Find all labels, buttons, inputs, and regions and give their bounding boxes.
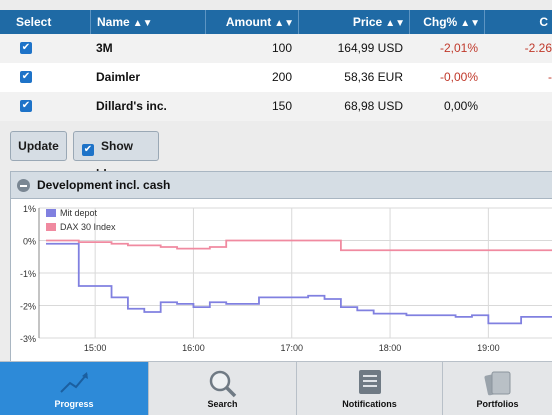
row-price: 58,36 EUR xyxy=(344,70,403,84)
update-button-label: Update xyxy=(18,139,59,153)
tab-search[interactable]: Search xyxy=(148,362,296,415)
series-line xyxy=(46,239,552,252)
chart-svg: 1% 0% -1% -2% -3% 15:00 16:00 17:00 18:00 19:00 Mi… xyxy=(20,204,552,353)
legend-swatch xyxy=(46,209,56,217)
table-row[interactable]: ✔ Daimler 200 58,36 EUR -0,00% - xyxy=(0,63,552,92)
table-header: Select Name ▲▼ Amount ▲▼ Price ▲▼ Chg% ▲▼ C xyxy=(0,10,552,34)
row-amount: 200 xyxy=(271,70,292,84)
row-chg: -2,01% xyxy=(439,41,478,55)
series-line xyxy=(46,242,552,325)
show-sold-toggle[interactable]: ✔Show sold xyxy=(73,131,159,181)
row-amount: 100 xyxy=(271,41,292,55)
column-amount-label: Amount xyxy=(225,15,272,29)
row-price: 68,98 USD xyxy=(344,99,403,113)
development-chart: 1% 0% -1% -2% -3% 15:00 16:00 17:00 18:00 19:00 Mi… xyxy=(10,199,552,361)
row-name: Daimler xyxy=(96,70,141,84)
tab-notifications-label: Notifications xyxy=(342,399,397,409)
x-tick-label: 16:00 xyxy=(182,343,205,353)
row-checkbox[interactable]: ✔ xyxy=(20,42,32,54)
column-select-label: Select xyxy=(16,15,52,29)
column-amount[interactable]: Amount ▲▼ xyxy=(205,10,298,34)
column-chg-label: Chg% xyxy=(423,15,458,29)
legend-label: Mit depot xyxy=(60,208,98,218)
tab-notifications[interactable]: Notifications xyxy=(296,362,442,415)
checkbox-icon[interactable]: ✔ xyxy=(82,144,94,156)
row-name: 3M xyxy=(96,41,113,55)
column-price-label: Price xyxy=(352,15,383,29)
y-tick-label: -2% xyxy=(20,302,36,312)
sort-icon: ▲▼ xyxy=(385,18,405,29)
update-button[interactable]: Update xyxy=(10,131,67,161)
x-tick-label: 19:00 xyxy=(477,343,500,353)
row-amount: 150 xyxy=(271,99,292,113)
column-extra[interactable]: C xyxy=(484,10,552,34)
tab-portfolios-label: Portfolios xyxy=(476,399,519,409)
sort-icon: ▲▼ xyxy=(274,18,294,29)
row-chg: -0,00% xyxy=(439,70,478,84)
column-name-label: Name xyxy=(97,15,130,29)
panel-header[interactable]: Development incl. cash xyxy=(10,171,552,199)
x-tick-label: 15:00 xyxy=(84,343,107,353)
column-extra-label: C xyxy=(539,15,548,29)
column-chg[interactable]: Chg% ▲▼ xyxy=(409,10,484,34)
row-chg: 0,00% xyxy=(443,99,478,113)
column-price[interactable]: Price ▲▼ xyxy=(298,10,409,34)
legend-label: DAX 30 Index xyxy=(60,222,116,232)
row-name: Dillard's inc. xyxy=(96,99,167,113)
row-extra xyxy=(484,92,552,121)
y-tick-label: -3% xyxy=(20,334,36,344)
panel-title: Development incl. cash xyxy=(37,178,171,192)
x-tick-label: 18:00 xyxy=(379,343,402,353)
portfolios-icon xyxy=(483,371,510,396)
table-row[interactable]: ✔ 3M 100 164,99 USD -2,01% -2.26 xyxy=(0,34,552,63)
row-extra: -2.26 xyxy=(524,41,552,55)
row-checkbox[interactable]: ✔ xyxy=(20,100,32,112)
y-tick-label: 1% xyxy=(23,204,36,214)
row-price: 164,99 USD xyxy=(337,41,403,55)
row-checkbox[interactable]: ✔ xyxy=(20,71,32,83)
notifications-list-icon xyxy=(358,370,381,394)
tab-progress[interactable]: Progress xyxy=(0,362,148,415)
bottom-nav: Progress Search Notifications Portfolios xyxy=(0,361,552,415)
column-name[interactable]: Name ▲▼ xyxy=(90,10,205,34)
y-tick-label: 0% xyxy=(23,237,36,247)
chart-trend-icon xyxy=(60,372,88,393)
collapse-icon[interactable] xyxy=(17,179,30,192)
tab-portfolios[interactable]: Portfolios xyxy=(442,362,552,415)
legend-swatch xyxy=(46,223,56,231)
magnifier-icon xyxy=(209,370,236,398)
tab-progress-label: Progress xyxy=(54,399,94,409)
column-select[interactable]: Select xyxy=(0,10,90,34)
row-extra: - xyxy=(548,70,552,84)
x-tick-label: 17:00 xyxy=(280,343,303,353)
sort-icon: ▲▼ xyxy=(132,18,153,29)
sort-icon: ▲▼ xyxy=(460,18,480,29)
chart-legend: Mit depot DAX 30 Index xyxy=(46,208,116,232)
table-row[interactable]: ✔ Dillard's inc. 150 68,98 USD 0,00% xyxy=(0,92,552,121)
tab-search-label: Search xyxy=(207,399,238,409)
y-tick-label: -1% xyxy=(20,269,36,279)
